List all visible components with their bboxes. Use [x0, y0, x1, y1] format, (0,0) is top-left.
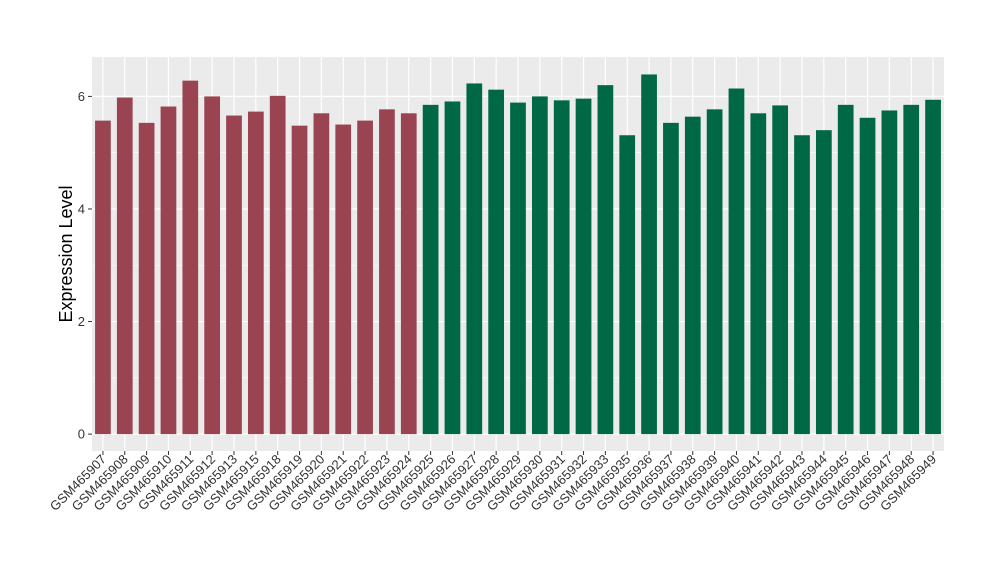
bar-GSM465922 — [357, 120, 373, 435]
bar-GSM465911 — [182, 80, 199, 435]
bars — [95, 74, 941, 435]
bar-GSM465927 — [466, 83, 483, 435]
bar-GSM465933 — [597, 85, 614, 435]
bar-GSM465913 — [226, 115, 242, 435]
bar-GSM465909 — [138, 122, 155, 435]
bar-GSM465940 — [728, 88, 745, 435]
bar-GSM465929 — [510, 102, 526, 435]
bar-GSM465941 — [750, 113, 767, 435]
y-tick-label: 6 — [78, 89, 85, 104]
bar-GSM465935 — [619, 135, 636, 435]
bar-GSM465908 — [116, 97, 133, 435]
bar-GSM465938 — [684, 116, 701, 435]
bar-GSM465939 — [706, 109, 723, 435]
bar-GSM465925 — [422, 104, 439, 435]
bar-GSM465920 — [313, 113, 330, 435]
bar-GSM465910 — [160, 106, 177, 435]
y-tick-label: 2 — [78, 314, 85, 329]
bar-GSM465918 — [269, 95, 286, 435]
bar-GSM465928 — [488, 89, 505, 435]
bar-GSM465949 — [925, 99, 941, 435]
x-axis: GSM465907GSM465908GSM465909GSM465910GSM4… — [47, 451, 939, 514]
bar-GSM465930 — [531, 96, 548, 435]
bar-GSM465936 — [641, 74, 657, 435]
bar-GSM465948 — [903, 104, 920, 435]
bar-GSM465946 — [859, 117, 876, 435]
bar-GSM465942 — [772, 105, 789, 435]
bar-GSM465937 — [663, 122, 679, 435]
bar-GSM465944 — [815, 130, 832, 435]
y-tick-label: 0 — [78, 427, 85, 442]
bar-GSM465907 — [95, 120, 111, 435]
bar-GSM465947 — [881, 110, 898, 435]
bar-GSM465926 — [444, 101, 461, 435]
y-tick-label: 4 — [78, 201, 85, 216]
bar-GSM465931 — [553, 100, 570, 435]
bar-GSM465945 — [837, 104, 854, 435]
y-axis-title: Expression Level — [56, 185, 76, 322]
bar-GSM465912 — [204, 96, 221, 435]
bar-GSM465915 — [247, 111, 264, 435]
bar-GSM465924 — [400, 113, 417, 435]
bar-GSM465919 — [291, 125, 308, 435]
bar-GSM465921 — [335, 124, 352, 435]
bar-GSM465923 — [379, 109, 395, 435]
bar-GSM465932 — [575, 98, 592, 435]
y-axis: 0 2 4 6 — [78, 89, 92, 442]
bar-GSM465943 — [794, 135, 810, 435]
